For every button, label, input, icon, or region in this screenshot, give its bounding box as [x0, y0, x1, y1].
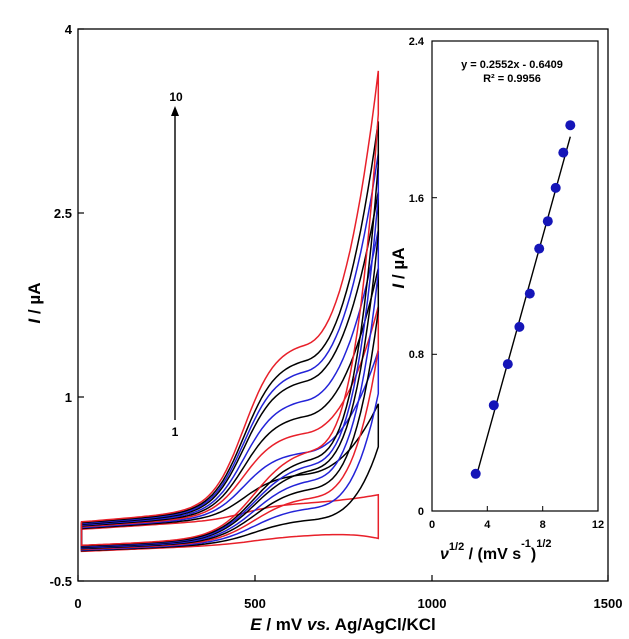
data-point: [514, 321, 525, 332]
data-point: [502, 359, 513, 370]
main-y-tick-label: 1: [65, 390, 72, 405]
inset-x-axis-exp: 1/2: [449, 541, 464, 553]
main-x-tick-label: 0: [74, 596, 81, 611]
inset-x-axis-unit: / (mV s: [464, 546, 521, 563]
fit-r-squared: R² = 0.9956: [483, 73, 541, 85]
inset-y-ticks: [432, 40, 437, 512]
cv-curve-5: [80, 268, 380, 550]
inset-x-axis-nu: ν: [440, 546, 449, 563]
cv-curve-6: [80, 229, 380, 549]
inset-y-tick-label: 1.6: [409, 193, 424, 205]
fit-line: [475, 136, 571, 479]
arrow-start-label: 1: [172, 425, 179, 439]
main-y-axis-symbol: I: [25, 317, 44, 323]
inset-y-axis-symbol: I: [389, 282, 408, 288]
data-point: [524, 288, 535, 299]
inset-x-tick-label: 0: [429, 519, 435, 531]
inset-y-tick-label: 0.8: [409, 349, 424, 361]
main-x-axis-symbol: E: [250, 615, 262, 634]
cv-curve-9: [80, 121, 380, 547]
fit-equation: y = 0.2552x - 0.6409: [461, 59, 563, 71]
main-x-tick-label: 1500: [594, 596, 623, 611]
main-y-ticks: [78, 28, 84, 582]
cv-curve-8: [80, 153, 380, 548]
data-point: [534, 243, 545, 254]
inset-plot: 0 4 8 12 2.4 1.6 0.8 0 I / µA ν1/2 / (mV…: [389, 36, 604, 563]
inset-x-tick-label: 4: [484, 519, 491, 531]
main-x-axis-vs: vs.: [307, 615, 331, 634]
inset-x-tick-label: 12: [592, 519, 604, 531]
inset-x-axis-title: ν1/2 / (mV s-1)1/2: [440, 538, 552, 563]
cv-curve-4: [80, 306, 380, 551]
main-y-tick-label: -0.5: [50, 574, 72, 589]
cv-curve-1: [80, 493, 380, 553]
arrow-head: [171, 106, 179, 116]
main-x-axis-unit: / mV: [262, 615, 307, 634]
scan-rate-arrow: 1 10: [169, 90, 183, 439]
main-y-axis-title: I / µA: [25, 283, 44, 324]
data-point: [488, 400, 499, 411]
main-plot-frame: [77, 28, 609, 582]
main-x-axis-reference: Ag/AgCl/KCl: [331, 615, 436, 634]
main-x-axis-title: E / mV vs. Ag/AgCl/KCl: [250, 615, 435, 634]
inset-x-axis-exp2: 1/2: [536, 538, 551, 550]
main-x-tick-label: 1000: [418, 596, 447, 611]
data-point: [565, 120, 576, 131]
data-point: [542, 216, 553, 227]
cv-curve-10: [80, 70, 380, 547]
inset-y-axis-title: I / µA: [389, 248, 408, 289]
cv-curve-3: [80, 350, 380, 551]
main-y-tick-label: 2.5: [54, 206, 72, 221]
main-x-ticks: [77, 575, 609, 581]
cv-curve-7: [80, 191, 380, 549]
data-point: [558, 147, 569, 158]
arrow-end-label: 10: [169, 90, 183, 104]
inset-y-tick-label: 0: [418, 506, 424, 518]
inset-y-tick-label: 2.4: [409, 36, 425, 48]
inset-y-axis-unit: / µA: [389, 248, 408, 284]
inset-marks: [470, 120, 576, 479]
inset-plot-frame: [431, 40, 599, 512]
inset-x-ticks: [431, 506, 599, 511]
inset-x-axis-neg1: -1: [521, 538, 531, 550]
cv-curves: [80, 70, 380, 553]
main-x-tick-label: 500: [244, 596, 266, 611]
data-point: [550, 182, 561, 193]
cv-curve-2: [80, 403, 380, 552]
main-y-axis-unit: / µA: [25, 283, 44, 319]
inset-x-tick-label: 8: [540, 519, 546, 531]
main-y-tick-label: 4: [65, 22, 73, 37]
inset-x-axis-close: ): [531, 546, 536, 563]
data-point: [470, 468, 481, 479]
